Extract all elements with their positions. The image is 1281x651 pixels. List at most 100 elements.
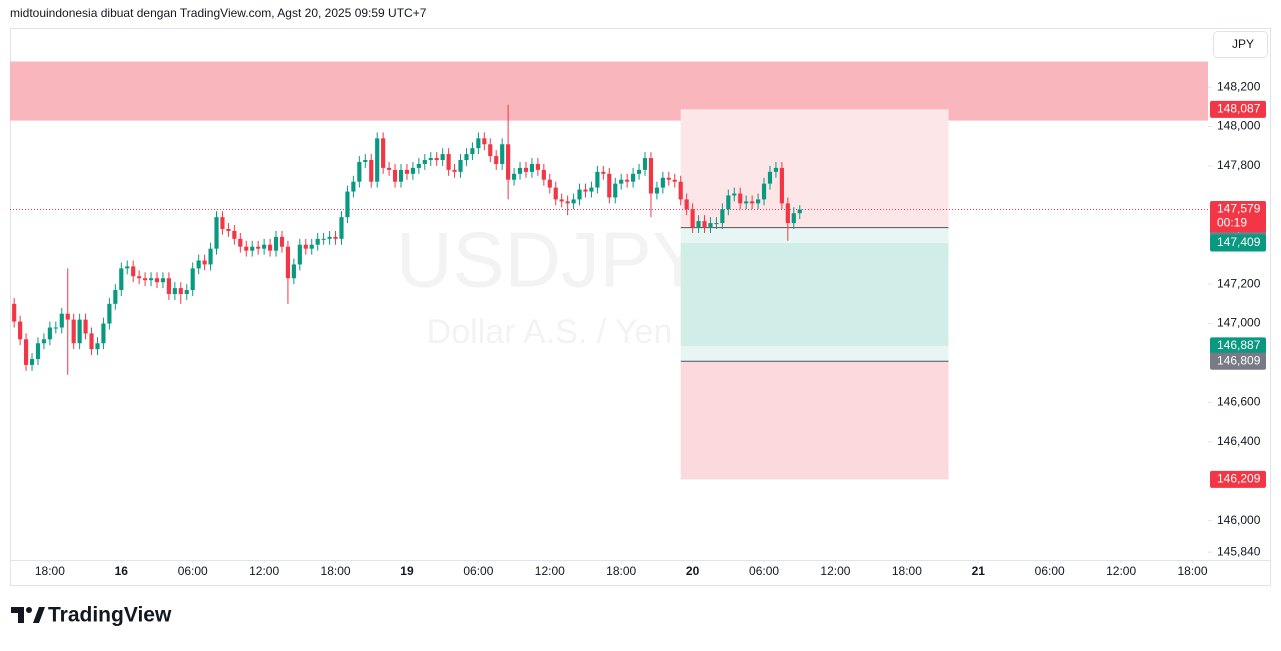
candle-body bbox=[750, 201, 755, 204]
candle-body bbox=[47, 327, 52, 340]
candle-body bbox=[666, 177, 671, 180]
candle-body bbox=[125, 266, 130, 269]
x-tick-label: 06:00 bbox=[178, 564, 208, 578]
price-label-bg bbox=[1210, 337, 1266, 355]
y-tick-label: 146,000 bbox=[1217, 513, 1261, 527]
last-price-label-bg bbox=[1210, 200, 1266, 232]
candle-body bbox=[702, 221, 707, 228]
candle-body bbox=[488, 144, 493, 157]
x-tick-label: 12:00 bbox=[1106, 564, 1136, 578]
price-label: 146,887 bbox=[1217, 338, 1261, 352]
candle-body bbox=[648, 158, 654, 194]
candle-body bbox=[131, 266, 136, 277]
x-tick-label: 18:00 bbox=[321, 564, 351, 578]
candle-body bbox=[625, 179, 630, 182]
candle-body bbox=[535, 163, 540, 170]
candle-body bbox=[589, 187, 594, 192]
candle-body bbox=[273, 236, 279, 251]
candle-body bbox=[202, 260, 207, 265]
candle-body bbox=[89, 333, 94, 350]
candle-body bbox=[357, 161, 362, 182]
candle-body bbox=[565, 201, 570, 204]
candle-body bbox=[369, 160, 374, 182]
candle-body bbox=[95, 343, 100, 350]
candle-body bbox=[267, 244, 273, 251]
candle-body bbox=[726, 195, 731, 210]
y-tick-label: 146,600 bbox=[1217, 395, 1261, 409]
zone bbox=[10, 61, 1208, 121]
candle-body bbox=[321, 238, 326, 240]
price-label-bg bbox=[1210, 470, 1266, 488]
y-tick-label: 147,800 bbox=[1217, 158, 1261, 172]
candle-body bbox=[285, 246, 291, 279]
x-tick-label: 12:00 bbox=[249, 564, 279, 578]
candle-body bbox=[595, 171, 600, 188]
x-tick-label: 06:00 bbox=[749, 564, 779, 578]
price-label-bg bbox=[1210, 234, 1266, 252]
candle-body bbox=[464, 154, 469, 161]
candle-body bbox=[256, 246, 261, 249]
currency-label: JPY bbox=[1232, 37, 1254, 51]
candle-body bbox=[339, 217, 344, 239]
candle-body bbox=[696, 221, 701, 228]
candle-body bbox=[553, 187, 558, 200]
y-tick-label: 147,200 bbox=[1217, 276, 1261, 290]
candle-body bbox=[392, 169, 398, 182]
candle-body bbox=[232, 230, 237, 239]
candle-body bbox=[208, 248, 213, 265]
candle-body bbox=[773, 167, 779, 172]
candle-body bbox=[12, 303, 17, 322]
zone bbox=[680, 242, 949, 346]
candle-body bbox=[494, 156, 499, 164]
candle-body bbox=[738, 193, 743, 204]
candle-body bbox=[583, 189, 588, 192]
candle-body bbox=[190, 268, 195, 291]
candle-body bbox=[59, 313, 64, 328]
candle-body bbox=[654, 187, 659, 194]
candle-body bbox=[523, 167, 529, 172]
candle-body bbox=[387, 167, 392, 170]
brand-logo bbox=[11, 607, 45, 623]
countdown: 00:19 bbox=[1217, 216, 1247, 230]
zone bbox=[680, 361, 949, 480]
x-tick-label: 12:00 bbox=[820, 564, 850, 578]
candle-body bbox=[404, 169, 410, 174]
x-tick-label: 18:00 bbox=[606, 564, 636, 578]
candle-body bbox=[714, 223, 719, 225]
candle-body bbox=[333, 236, 338, 239]
candle-body bbox=[303, 244, 308, 249]
price-label: 147,409 bbox=[1217, 235, 1261, 249]
candle-body bbox=[262, 244, 267, 249]
candle-body bbox=[65, 313, 70, 320]
candle-body bbox=[506, 144, 511, 180]
candle-body bbox=[785, 203, 790, 224]
candle-body bbox=[660, 177, 665, 188]
candle-body bbox=[154, 278, 160, 283]
price-label-bg bbox=[1210, 100, 1266, 118]
x-tick-label: 20 bbox=[686, 564, 700, 578]
candle-body bbox=[761, 183, 767, 200]
candle-body bbox=[327, 236, 332, 239]
candle-body bbox=[375, 138, 380, 182]
candle-body bbox=[672, 179, 677, 182]
candle-body bbox=[636, 169, 642, 174]
logo-dot bbox=[26, 607, 32, 613]
currency-button[interactable] bbox=[1213, 31, 1268, 58]
candle-body bbox=[244, 246, 249, 251]
candle-body bbox=[196, 260, 201, 269]
x-tick-label: 19 bbox=[400, 564, 414, 578]
candle-body bbox=[345, 191, 350, 218]
candle-body bbox=[166, 278, 171, 294]
x-tick-label: 06:00 bbox=[1035, 564, 1065, 578]
plot bbox=[10, 61, 1208, 480]
candle-body bbox=[143, 278, 148, 281]
candle-body bbox=[41, 339, 47, 344]
x-tick-label: 06:00 bbox=[463, 564, 493, 578]
price-label: 148,087 bbox=[1217, 102, 1261, 116]
candle-body bbox=[160, 278, 166, 283]
candle-body bbox=[226, 228, 231, 231]
x-tick-label: 18:00 bbox=[1178, 564, 1208, 578]
y-tick-label: 148,200 bbox=[1217, 79, 1261, 93]
candle-body bbox=[119, 268, 124, 291]
price-label: 146,209 bbox=[1217, 472, 1261, 486]
